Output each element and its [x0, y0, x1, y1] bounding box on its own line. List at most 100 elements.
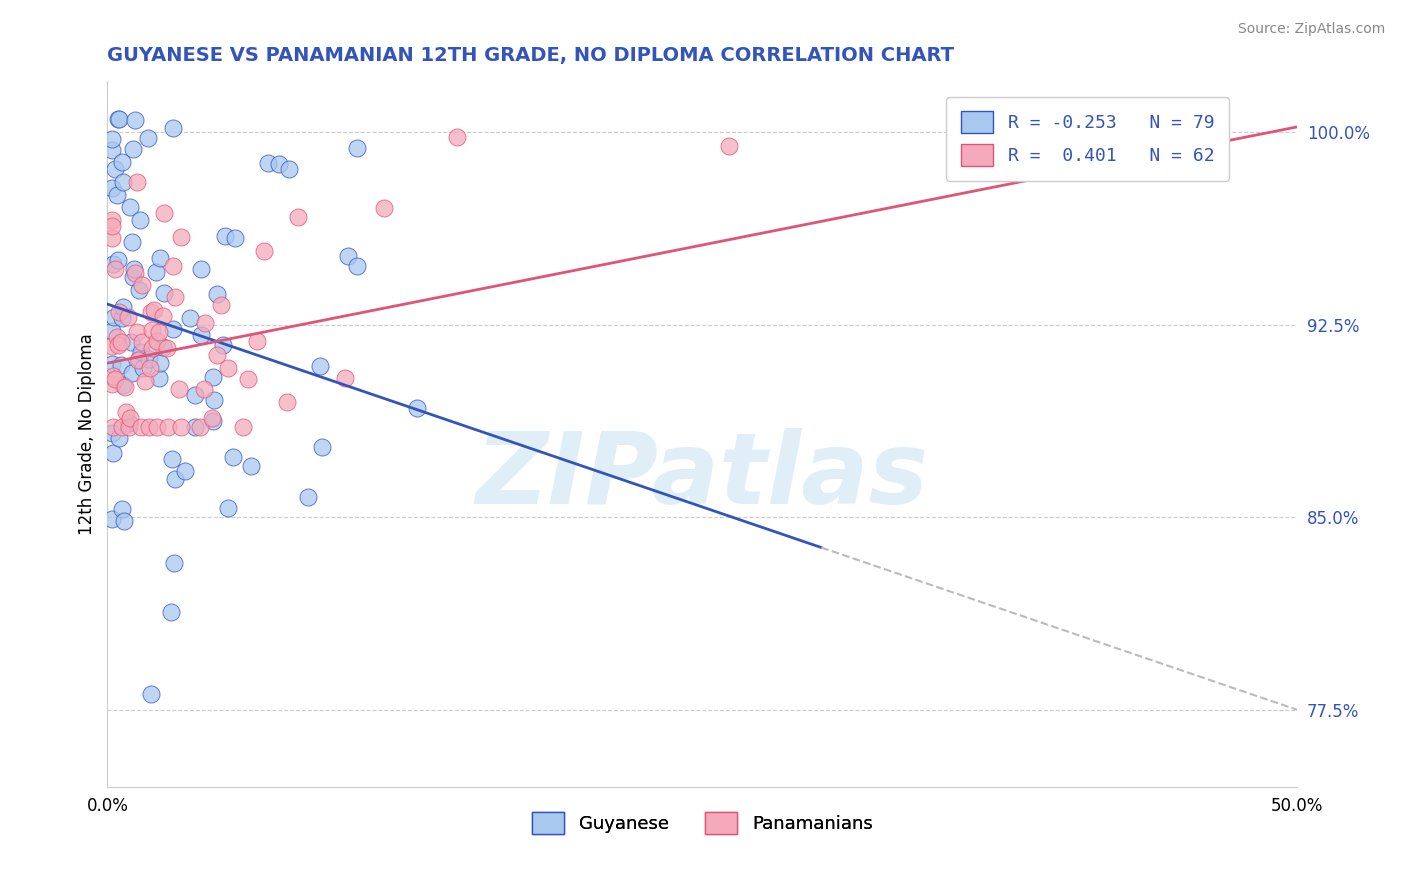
Point — [174, 464, 197, 478]
Point — [163, 556, 186, 570]
Point — [107, 305, 129, 319]
Point — [139, 361, 162, 376]
Point — [346, 141, 368, 155]
Point — [152, 340, 174, 354]
Point — [141, 323, 163, 337]
Point — [194, 316, 217, 330]
Point — [152, 309, 174, 323]
Point — [134, 374, 156, 388]
Point — [101, 213, 124, 227]
Point — [111, 310, 134, 325]
Point — [125, 325, 148, 339]
Point — [110, 358, 132, 372]
Point — [104, 162, 127, 177]
Point — [201, 369, 224, 384]
Point — [346, 259, 368, 273]
Point — [111, 420, 134, 434]
Legend: Guyanese, Panamanians: Guyanese, Panamanians — [524, 805, 880, 841]
Point — [193, 382, 215, 396]
Point — [179, 310, 201, 325]
Point — [108, 431, 131, 445]
Point — [201, 414, 224, 428]
Point — [165, 290, 187, 304]
Point — [128, 351, 150, 366]
Point — [121, 366, 143, 380]
Point — [117, 310, 139, 324]
Point — [156, 341, 179, 355]
Point — [108, 112, 131, 127]
Point — [127, 175, 149, 189]
Text: ZIPatlas: ZIPatlas — [475, 427, 929, 524]
Point — [149, 251, 172, 265]
Point — [446, 130, 468, 145]
Point — [105, 329, 128, 343]
Point — [101, 219, 124, 233]
Point — [217, 361, 239, 376]
Point — [232, 420, 254, 434]
Point — [118, 416, 141, 430]
Point — [104, 262, 127, 277]
Point — [101, 181, 124, 195]
Point — [101, 425, 124, 440]
Point — [170, 230, 193, 244]
Point — [308, 359, 330, 373]
Point — [118, 411, 141, 425]
Point — [101, 339, 124, 353]
Point — [257, 156, 280, 170]
Point — [101, 132, 124, 146]
Point — [149, 356, 172, 370]
Point — [112, 300, 135, 314]
Point — [333, 371, 356, 385]
Point — [115, 405, 138, 419]
Text: Source: ZipAtlas.com: Source: ZipAtlas.com — [1237, 22, 1385, 37]
Point — [152, 206, 174, 220]
Point — [157, 419, 180, 434]
Point — [111, 154, 134, 169]
Point — [146, 420, 169, 434]
Point — [138, 352, 160, 367]
Point — [111, 502, 134, 516]
Point — [112, 378, 135, 392]
Point — [405, 401, 427, 416]
Point — [101, 368, 124, 383]
Point — [120, 334, 142, 349]
Point — [236, 372, 259, 386]
Point — [246, 334, 269, 349]
Point — [101, 420, 124, 434]
Point — [224, 231, 246, 245]
Point — [141, 341, 163, 355]
Point — [222, 450, 245, 464]
Point — [205, 348, 228, 362]
Point — [188, 420, 211, 434]
Point — [122, 269, 145, 284]
Point — [101, 231, 124, 245]
Point — [103, 310, 125, 324]
Point — [202, 392, 225, 407]
Point — [311, 440, 333, 454]
Point — [190, 328, 212, 343]
Point — [162, 259, 184, 273]
Point — [111, 175, 134, 189]
Point — [124, 112, 146, 127]
Point — [153, 285, 176, 300]
Y-axis label: 12th Grade, No Diploma: 12th Grade, No Diploma — [79, 333, 96, 534]
Point — [107, 252, 129, 267]
Point — [129, 344, 152, 359]
Point — [129, 213, 152, 227]
Point — [373, 201, 395, 215]
Point — [124, 266, 146, 280]
Point — [184, 420, 207, 434]
Point — [145, 334, 167, 349]
Point — [107, 112, 129, 127]
Point — [122, 142, 145, 156]
Point — [101, 324, 124, 338]
Point — [107, 338, 129, 352]
Point — [129, 420, 152, 434]
Point — [105, 187, 128, 202]
Point — [201, 410, 224, 425]
Point — [337, 249, 360, 263]
Point — [148, 370, 170, 384]
Point — [101, 512, 124, 526]
Point — [101, 357, 124, 371]
Point — [239, 459, 262, 474]
